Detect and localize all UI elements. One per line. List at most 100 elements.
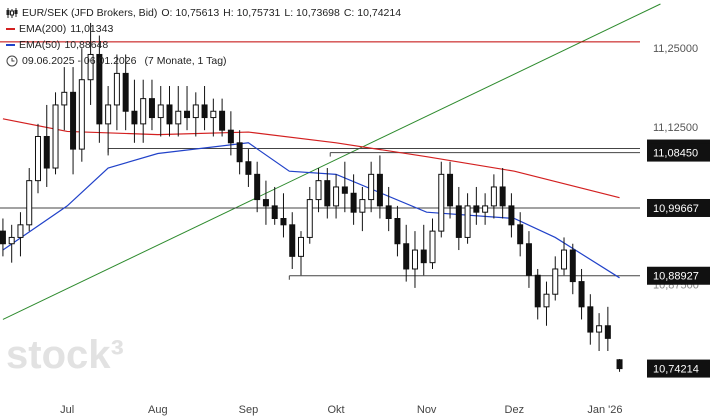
candle-body: [534, 274, 541, 308]
candle-body: [508, 205, 515, 226]
price-badge: [647, 266, 710, 285]
candle-body: [616, 359, 623, 370]
candle-body: [350, 192, 357, 213]
ema50-line: [2, 142, 620, 279]
candle-body: [78, 79, 85, 150]
candle-body: [113, 72, 120, 106]
candle-body: [394, 218, 401, 245]
price-badge-label: 10,74214: [653, 364, 699, 376]
candle-body: [254, 173, 261, 201]
candle-body: [490, 186, 497, 207]
price-badge: [647, 143, 710, 162]
candle-body: [420, 249, 427, 264]
candle-body: [578, 281, 585, 308]
x-tick-label: Sep: [239, 404, 259, 416]
candle-body: [411, 249, 418, 270]
y-tick-label: 11,12500: [653, 122, 698, 134]
candle-body: [525, 243, 532, 276]
price-badge-label: 11,08450: [653, 148, 698, 160]
candle-body: [201, 104, 208, 119]
y-tick-label: 11,25000: [653, 43, 698, 55]
candle-body: [341, 186, 348, 194]
legend-ema200-row[interactable]: EMA(200) 11,01343: [6, 21, 401, 37]
legend-symbol-row: EUR/SEK (JFD Brokers, Bid) O: 10,75613 H…: [6, 5, 401, 21]
candle-body: [245, 161, 252, 175]
legend-close: C: 10,74214: [343, 7, 402, 19]
clock-icon: [6, 55, 18, 67]
candle-body: [403, 243, 410, 270]
candle-body: [236, 142, 243, 163]
price-badge-label: 10,88927: [653, 271, 699, 283]
x-tick-label: Aug: [148, 404, 168, 416]
ema200-line: [2, 118, 620, 199]
candle-body: [26, 180, 33, 226]
candle-body: [359, 199, 366, 213]
legend-ema50-row[interactable]: EMA(50) 10,88648: [6, 37, 401, 53]
candle-body: [52, 104, 59, 169]
candle-body: [43, 135, 50, 169]
candle-body: [140, 98, 147, 125]
candle-body: [289, 224, 296, 257]
candle-body: [385, 205, 392, 220]
candle-body: [324, 180, 331, 207]
candle-body: [368, 173, 375, 201]
candle-body: [429, 230, 436, 264]
candle-body: [333, 186, 340, 207]
period-label: (7 Monate, 1 Tag): [144, 55, 227, 67]
candle-body: [298, 236, 305, 257]
candle-body: [184, 110, 191, 119]
candle-body: [473, 205, 480, 213]
x-tick-label: Dez: [505, 404, 525, 416]
candle-body: [227, 129, 234, 144]
candle-body: [166, 104, 173, 125]
candle-body: [262, 199, 269, 207]
candle-body: [87, 53, 94, 81]
candle-body: [0, 230, 6, 245]
ema50-swatch: [6, 44, 15, 46]
candle-body: [175, 110, 182, 125]
trendline: [2, 3, 661, 320]
candle-body: [122, 72, 129, 112]
price-badge: [647, 198, 710, 217]
x-tick-label: Nov: [417, 404, 437, 416]
candle-body: [148, 98, 155, 119]
candle-body: [315, 180, 322, 201]
x-tick-label: Jul: [60, 404, 74, 416]
candle-body: [280, 218, 287, 226]
x-tick-label: Jan '26: [587, 404, 622, 416]
legend-range-row: 09.06.2025 - 06.01.2026 (7 Monate, 1 Tag…: [6, 53, 401, 69]
candle-body: [157, 104, 164, 119]
ema50-value: 10,88648: [64, 39, 109, 51]
ema50-label: EMA(50): [19, 39, 61, 51]
candle-body: [604, 325, 611, 339]
candle-body: [482, 205, 489, 213]
price-badge: [647, 359, 710, 378]
candle-body: [8, 236, 15, 245]
legend-open: O: 10,75613: [161, 7, 220, 19]
candle-body: [61, 91, 68, 106]
candle-body: [561, 249, 568, 270]
candle-body: [543, 293, 550, 308]
candle-body: [17, 224, 24, 238]
candle-body: [517, 224, 524, 245]
candle-body: [569, 249, 576, 283]
candle-body: [70, 91, 77, 150]
candlestick-icon: [6, 8, 18, 18]
candle-body: [131, 110, 138, 125]
candle-body: [552, 268, 559, 295]
candle-body: [499, 186, 506, 207]
candle-body: [455, 205, 462, 238]
candle-body: [192, 104, 199, 119]
chart-legend: EUR/SEK (JFD Brokers, Bid) O: 10,75613 H…: [6, 5, 401, 69]
price-badge-label: 10,99667: [653, 203, 699, 215]
ema200-value: 11,01343: [70, 23, 114, 35]
candle-body: [376, 173, 383, 207]
candle-body: [447, 173, 454, 207]
candle-body: [105, 104, 112, 125]
candle-body: [464, 205, 471, 238]
candle-body: [306, 199, 313, 238]
candle-body: [596, 325, 603, 333]
candle-body: [34, 135, 41, 182]
